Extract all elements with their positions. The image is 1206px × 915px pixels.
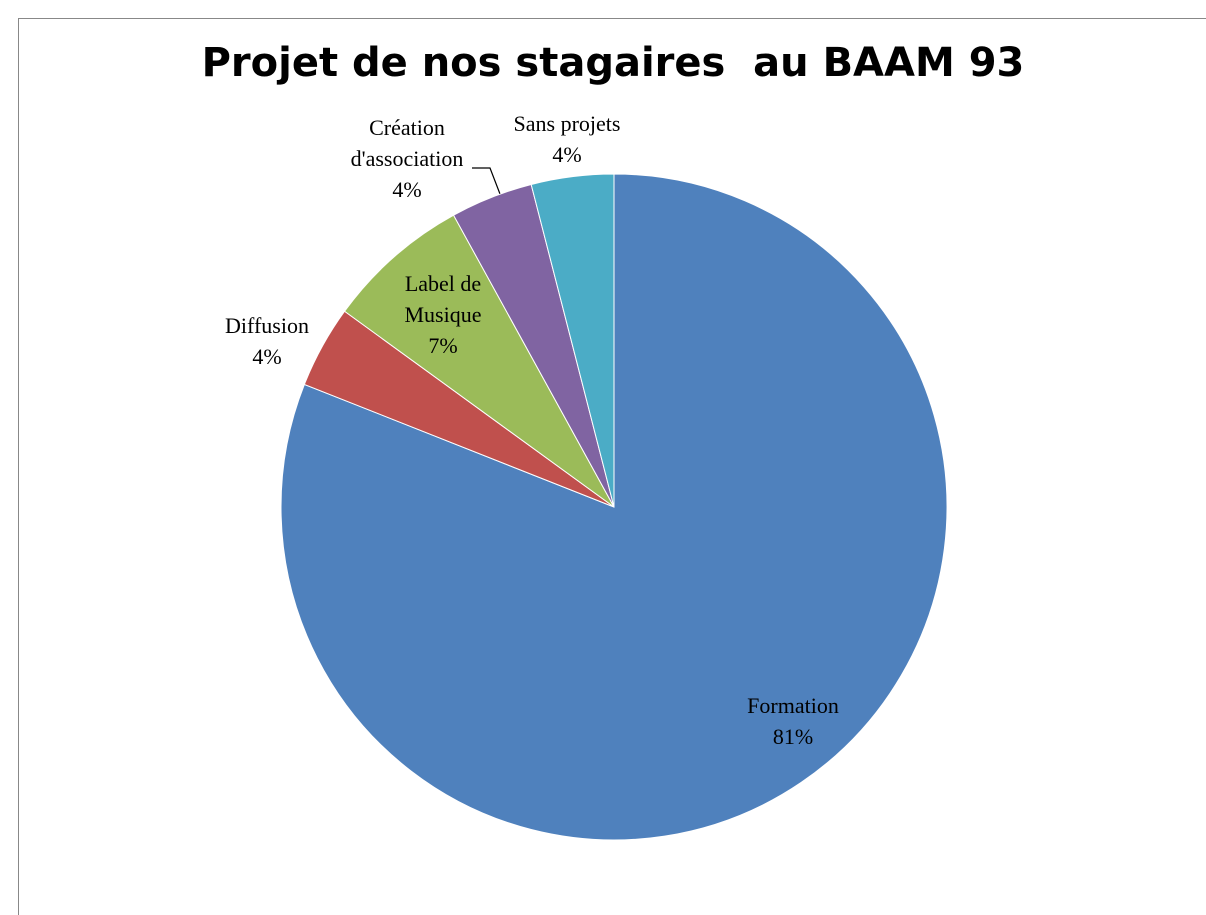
value-label: 81% — [772, 724, 814, 749]
pie-slice — [530, 173, 615, 508]
chart-border — [18, 18, 1206, 915]
category-label: Label de Musique — [404, 271, 482, 327]
value-label: 4% — [252, 344, 282, 369]
category-label: Formation — [747, 693, 839, 718]
pie-slice — [343, 214, 615, 508]
slice-label: Création d'association 4% — [332, 112, 482, 205]
leader-line — [472, 167, 501, 195]
slice-label: Formation 81% — [713, 690, 873, 752]
slice-label: Label de Musique 7% — [383, 268, 503, 361]
slice-label: Sans projets 4% — [487, 108, 647, 170]
value-label: 4% — [552, 142, 582, 167]
value-label: 4% — [392, 177, 422, 202]
category-label: Création d'association — [350, 115, 464, 171]
slice-label: Diffusion 4% — [197, 310, 337, 372]
category-label: Diffusion — [225, 313, 309, 338]
category-label: Sans projets — [513, 111, 621, 136]
chart-title: Projet de nos stagaires au BAAM 93 — [201, 40, 1025, 86]
value-label: 7% — [428, 333, 458, 358]
